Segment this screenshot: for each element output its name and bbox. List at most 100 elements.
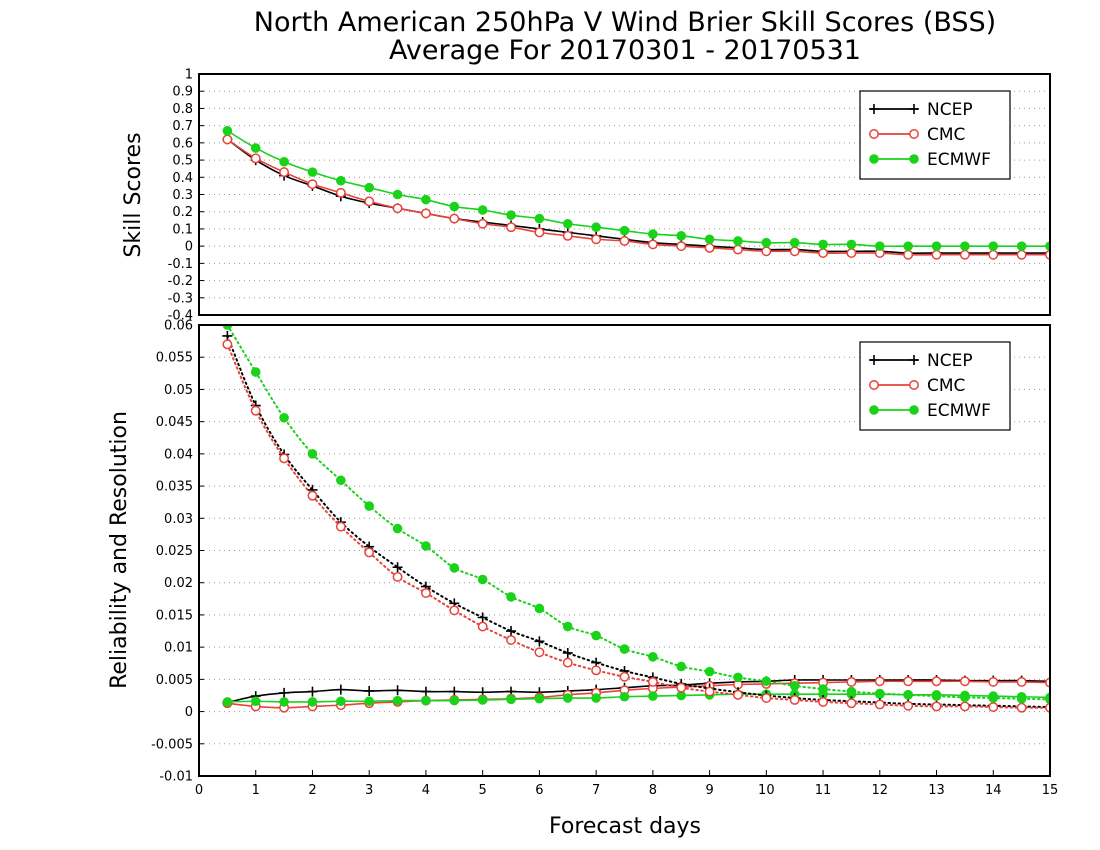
point-cmc (988, 676, 999, 687)
point-ecmwf (875, 688, 885, 699)
point-cmc (619, 236, 630, 246)
y-tick-label: 0.1 (172, 222, 193, 237)
point-ecmwf (449, 695, 460, 706)
point-ecmwf (250, 367, 261, 377)
point-ecmwf (619, 225, 630, 236)
point-ecmwf (336, 175, 346, 186)
point-cmc (1045, 249, 1050, 260)
point-cmc (789, 695, 800, 705)
x-tick-label: 14 (985, 783, 1002, 798)
point-ecmwf (364, 696, 375, 707)
point-ncep (335, 684, 346, 695)
y-tick-label: 0.01 (164, 641, 193, 656)
point-ecmwf (676, 661, 687, 672)
legend-box (859, 341, 1011, 431)
point-ecmwf (506, 592, 516, 602)
point-ecmwf (648, 229, 658, 239)
point-ecmwf (1016, 241, 1027, 251)
point-cmc (279, 167, 290, 178)
point-cmc (250, 405, 261, 416)
point-cmc (364, 196, 375, 207)
point-cmc (818, 696, 829, 707)
point-ecmwf (988, 241, 999, 251)
y-tick-label: -0.3 (168, 291, 193, 306)
point-ecmwf (903, 241, 913, 251)
point-cmc (874, 699, 885, 710)
point-cmc (420, 588, 431, 598)
panel-reliability-resolution: -0.01 -0.005 0 0.005 0.01 0.015 0.02 0.025 0.03 0… (151, 319, 1051, 785)
point-cmc (222, 339, 233, 350)
point-cmc (392, 203, 403, 214)
panel-skill-scores: -0.4 -0.3 -0.2 -0.1 0 0.1 0.2 0.3 0.4 0.5 0.6 0.7 0.… (168, 68, 1051, 324)
point-ecmwf (1016, 693, 1027, 704)
x-axis-ticks: 0 1 2 3 4 5 6 7 8 9 10 11 12 13 14 15 (195, 770, 1058, 798)
point-ecmwf (506, 210, 516, 220)
y-tick-label: 0.03 (164, 512, 193, 527)
point-cmc (335, 521, 346, 532)
point-cmc (420, 208, 431, 219)
x-tick-label: 9 (705, 783, 713, 798)
y-tick-label: 0.06 (164, 319, 193, 334)
x-tick-label: 3 (365, 783, 373, 798)
point-cmc (988, 702, 999, 713)
legend-box (859, 90, 1011, 180)
legend-marker-ecmwf (869, 154, 879, 164)
point-ecmwf (846, 686, 857, 697)
x-tick-label: 6 (535, 783, 543, 798)
x-tick-label: 2 (308, 783, 316, 798)
y-tick-label: 0.05 (164, 383, 193, 398)
point-cmc (988, 249, 999, 260)
legend-marker-cmc (909, 380, 919, 390)
x-tick-label: 15 (1042, 783, 1059, 798)
y-axis-label-skill: Skill Scores (121, 132, 146, 257)
point-cmc (335, 187, 346, 198)
point-cmc (874, 676, 885, 687)
point-ecmwf (449, 563, 460, 573)
point-ecmwf (534, 213, 545, 224)
y-tick-label: -0.01 (159, 770, 193, 785)
point-cmc (733, 244, 743, 255)
point-ecmwf (421, 695, 431, 706)
point-cmc (846, 248, 857, 258)
y-tick-label: -0.005 (151, 737, 193, 752)
point-ecmwf (506, 694, 516, 705)
y-tick-label: 0.025 (156, 544, 193, 559)
point-cmc (477, 621, 488, 632)
point-ncep (279, 687, 290, 698)
point-cmc (506, 222, 516, 233)
point-ecmwf (421, 541, 431, 551)
x-tick-label: 4 (422, 783, 430, 798)
legend-marker-cmc (909, 129, 919, 139)
legend-marker-ecmwf (909, 154, 919, 164)
point-cmc (279, 453, 290, 464)
x-tick-label: 0 (195, 783, 203, 798)
x-tick-label: 7 (592, 783, 600, 798)
point-ncep (506, 626, 517, 637)
x-tick-label: 1 (252, 783, 260, 798)
point-cmc (903, 700, 914, 711)
point-ecmwf (307, 697, 318, 707)
point-ecmwf (960, 692, 970, 703)
point-cmc (931, 676, 942, 687)
chart-subtitle: Average For 20170301 - 20170531 (389, 35, 861, 66)
plot-frame (198, 324, 1051, 777)
point-cmc (307, 179, 318, 190)
point-ecmwf (279, 697, 289, 707)
point-ncep (307, 686, 318, 697)
point-cmc (647, 239, 658, 250)
point-cmc (364, 547, 375, 558)
point-ecmwf (931, 691, 942, 701)
point-ecmwf (279, 156, 289, 167)
legend: NCEP CMC ECMWF (859, 90, 1011, 180)
point-ncep (449, 686, 460, 697)
legend-marker-ecmwf (869, 405, 879, 415)
point-ecmwf (648, 652, 658, 662)
point-cmc (619, 671, 630, 682)
point-cmc (534, 227, 545, 238)
point-cmc (761, 246, 772, 257)
x-tick-label: 11 (815, 783, 832, 798)
point-cmc (449, 605, 460, 616)
point-ecmwf (534, 603, 545, 614)
point-ecmwf (562, 218, 573, 229)
point-cmc (959, 676, 970, 687)
